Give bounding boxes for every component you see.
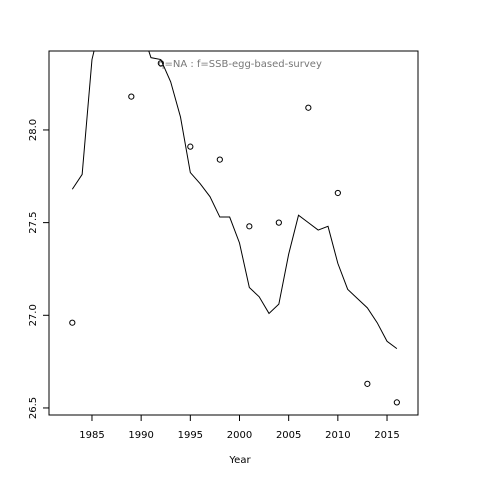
data-point bbox=[393, 399, 400, 406]
data-point bbox=[275, 219, 282, 226]
y-tick-label: 27.5 bbox=[28, 211, 39, 233]
y-tick-label: 27.0 bbox=[28, 304, 39, 326]
x-tick-label: 1985 bbox=[79, 430, 104, 441]
y-tick-label: 26.5 bbox=[28, 397, 39, 419]
plot-frame bbox=[48, 50, 419, 416]
x-tick-label: 2010 bbox=[325, 430, 350, 441]
x-tick-label: 1990 bbox=[128, 430, 153, 441]
data-point bbox=[246, 223, 253, 230]
data-point bbox=[128, 93, 135, 100]
data-point bbox=[334, 189, 341, 197]
x-axis-label: Year bbox=[228, 455, 251, 466]
data-line bbox=[71, 51, 398, 350]
data-point bbox=[364, 380, 371, 387]
x-tick-label: 2000 bbox=[227, 430, 252, 441]
x-tick-label: 2015 bbox=[374, 430, 399, 441]
data-point bbox=[157, 60, 164, 67]
data-point bbox=[69, 319, 76, 326]
annotation: q=NA : f=SSB-egg-based-survey bbox=[158, 59, 322, 70]
x-tick-label: 1995 bbox=[178, 430, 203, 441]
data-point bbox=[305, 104, 312, 111]
x-tick-label: 2005 bbox=[276, 430, 301, 441]
y-tick-label: 28.0 bbox=[28, 119, 39, 141]
data-point bbox=[216, 156, 223, 163]
data-point bbox=[187, 143, 194, 150]
